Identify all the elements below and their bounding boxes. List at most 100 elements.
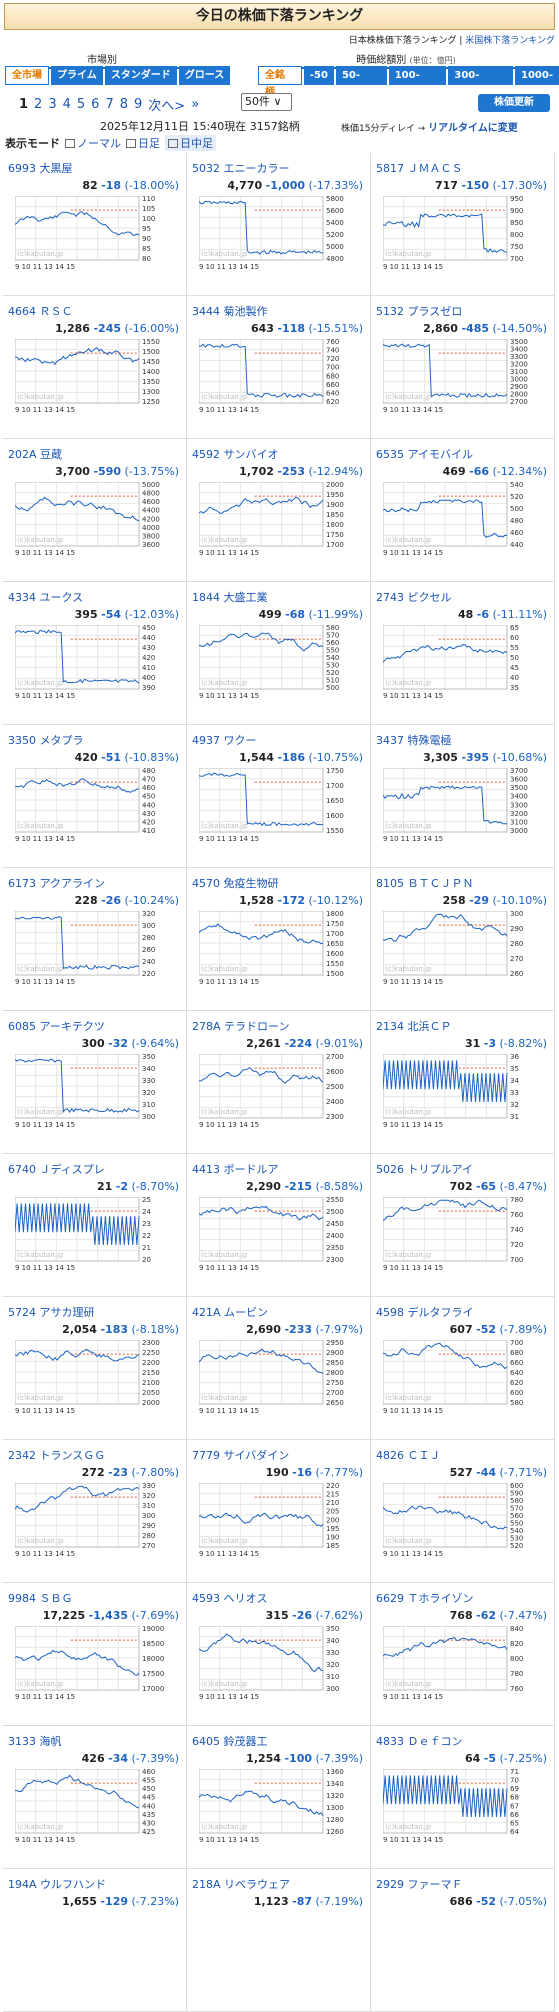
mode-option-0[interactable]: ノーマル bbox=[65, 135, 121, 151]
stock-code[interactable]: 6740 bbox=[8, 1163, 36, 1176]
stock-card[interactable]: 2134 北浜ＣＰ 31 -3 (-8.82%) (c)kabutan.jp 9 10… bbox=[371, 1011, 555, 1154]
stock-code[interactable]: 3437 bbox=[376, 734, 404, 747]
market-button-2[interactable]: スタンダード bbox=[104, 66, 177, 85]
japan-ranking-link[interactable]: 日本株株価下落ランキング bbox=[348, 36, 457, 46]
mcap-button-2[interactable]: 50-100 bbox=[335, 66, 387, 100]
stock-code[interactable]: 4833 bbox=[376, 1735, 404, 1748]
stock-card[interactable]: 194A ウルフハンド 1,655 -129 (-7.23%) bbox=[3, 1869, 187, 2012]
stock-name[interactable]: 豆蔵 bbox=[36, 448, 63, 461]
stock-card[interactable]: 6535 アイモバイル 469 -66 (-12.34%) (c)kabutan.j… bbox=[371, 439, 555, 582]
stock-code[interactable]: 4937 bbox=[192, 734, 220, 747]
intraday-chart[interactable]: (c)kabutan.jp 9 10 11 13 14 15 2300 2250 220… bbox=[15, 1340, 181, 1420]
stock-name[interactable]: リベラウェア bbox=[220, 1878, 291, 1891]
stock-card[interactable]: 4592 サンバイオ 1,702 -253 (-12.94%) (c)kabutan… bbox=[187, 439, 371, 582]
stock-card[interactable]: 4598 デルタフライ 607 -52 (-7.89%) (c)kabutan.jp… bbox=[371, 1297, 555, 1440]
intraday-chart[interactable]: (c)kabutan.jp 9 10 11 13 14 15 35003400330… bbox=[383, 339, 549, 419]
stock-card[interactable]: 3444 菊池製作 643 -118 (-15.51%) (c)kabutan.jp… bbox=[187, 296, 371, 439]
stock-name[interactable]: アサカ理研 bbox=[36, 1306, 95, 1319]
intraday-chart[interactable]: (c)kabutan.jp 9 10 11 13 14 15 330 320 310 30… bbox=[15, 1483, 181, 1563]
stock-card[interactable]: 5132 プラスゼロ 2,860 -485 (-14.50%) (c)kabutan… bbox=[371, 296, 555, 439]
intraday-chart[interactable]: (c)kabutan.jp 9 10 11 13 14 15 2950 2900 285… bbox=[199, 1340, 365, 1420]
stock-card[interactable]: 6740 Ｊディスプレ 21 -2 (-8.70%) (c)kabutan.jp 9 … bbox=[3, 1154, 187, 1297]
intraday-chart[interactable]: (c)kabutan.jp 9 10 11 13 14 15 25 24 23 22 21 2… bbox=[15, 1197, 181, 1277]
intraday-chart[interactable]: (c)kabutan.jp 9 10 11 13 14 15 60059058057… bbox=[383, 1483, 549, 1563]
stock-code[interactable]: 5026 bbox=[376, 1163, 404, 1176]
intraday-chart[interactable]: (c)kabutan.jp 9 10 11 13 14 15 700 680 660 64… bbox=[383, 1340, 549, 1420]
stock-code[interactable]: 4593 bbox=[192, 1592, 220, 1605]
stock-card[interactable]: 4833 Ｄｅｆコン 64 -5 (-7.25%) (c)kabutan.jp 9 1… bbox=[371, 1726, 555, 1869]
mcap-button-3[interactable]: 100-300 bbox=[388, 66, 447, 100]
stock-card[interactable]: 6405 鈴茂器工 1,254 -100 (-7.39%) (c)kabutan.j… bbox=[187, 1726, 371, 1869]
stock-name[interactable]: トランスＧＧ bbox=[36, 1449, 106, 1462]
intraday-chart[interactable]: (c)kabutan.jp 9 10 11 13 14 15 37003600350… bbox=[383, 768, 549, 848]
stock-name[interactable]: 免疫生物研 bbox=[220, 877, 279, 890]
stock-code[interactable]: 7779 bbox=[192, 1449, 220, 1462]
intraday-chart[interactable]: (c)kabutan.jp 9 10 11 13 14 15 5800 5600 540… bbox=[199, 196, 365, 276]
intraday-chart[interactable]: (c)kabutan.jp 9 10 11 13 14 15 36 35 34 33 32 3… bbox=[383, 1054, 549, 1134]
intraday-chart[interactable]: (c)kabutan.jp 9 10 11 13 14 15 1550 1500 145… bbox=[15, 339, 181, 419]
stock-code[interactable]: 3350 bbox=[8, 734, 36, 747]
next-page-link[interactable]: 次へ> bbox=[148, 99, 186, 114]
stock-card[interactable]: 4664 ＲＳＣ 1,286 -245 (-16.00%) (c)kabutan.j… bbox=[3, 296, 187, 439]
stock-code[interactable]: 6085 bbox=[8, 1020, 36, 1033]
stock-code[interactable]: 5132 bbox=[376, 305, 404, 318]
stock-card[interactable]: 9984 ＳＢＧ 17,225 -1,435 (-7.69%) (c)kabutan… bbox=[3, 1583, 187, 1726]
stock-code[interactable]: 2134 bbox=[376, 1020, 404, 1033]
stock-name[interactable]: ＪＭＡＣＳ bbox=[404, 162, 463, 175]
us-ranking-link[interactable]: 米国株下落ランキング bbox=[465, 36, 555, 46]
stock-card[interactable]: 3437 特殊電極 3,305 -395 (-10.68%) (c)kabutan.… bbox=[371, 725, 555, 868]
stock-code[interactable]: 6535 bbox=[376, 448, 404, 461]
intraday-chart[interactable]: (c)kabutan.jp 9 10 11 13 14 15 350 340 330 32… bbox=[199, 1626, 365, 1706]
stock-name[interactable]: 特殊電極 bbox=[404, 734, 452, 747]
mcap-button-1[interactable]: -50 bbox=[303, 66, 334, 85]
stock-card[interactable]: 4413 ボードルア 2,290 -215 (-8.58%) (c)kabutan.… bbox=[187, 1154, 371, 1297]
stock-name[interactable]: ピクセル bbox=[404, 591, 452, 604]
stock-card[interactable]: 6993 大黒屋 82 -18 (-18.00%) (c)kabutan.jp 9 1… bbox=[3, 153, 187, 296]
intraday-chart[interactable]: (c)kabutan.jp 9 10 11 13 14 15 2700 2600 250… bbox=[199, 1054, 365, 1134]
stock-code[interactable]: 8105 bbox=[376, 877, 404, 890]
intraday-chart[interactable]: (c)kabutan.jp 9 10 11 13 14 15 1360 1340 132… bbox=[199, 1769, 365, 1849]
stock-card[interactable]: 5026 トリプルアイ 702 -65 (-8.47%) (c)kabutan.jp… bbox=[371, 1154, 555, 1297]
stock-name[interactable]: 菊池製作 bbox=[220, 305, 268, 318]
mode-option-1[interactable]: 日足 bbox=[126, 135, 160, 151]
stock-name[interactable]: ワクー bbox=[220, 734, 257, 747]
intraday-chart[interactable]: (c)kabutan.jp9 10 11 13 14 1546045545044… bbox=[15, 1769, 181, 1849]
intraday-chart[interactable]: (c)kabutan.jp 9 10 11 13 14 15 48047046045… bbox=[15, 768, 181, 848]
intraday-chart[interactable]: (c)kabutan.jp 9 10 11 13 14 15 1750 1700 165… bbox=[199, 768, 365, 848]
stock-code[interactable]: 5817 bbox=[376, 162, 404, 175]
stock-name[interactable]: Ｔホライゾン bbox=[404, 1592, 474, 1605]
market-button-1[interactable]: プライム bbox=[51, 66, 103, 85]
stock-card[interactable]: 6629 Ｔホライゾン 768 -62 (-7.47%) (c)kabutan.jp… bbox=[371, 1583, 555, 1726]
stock-name[interactable]: サイバダイン bbox=[220, 1449, 290, 1462]
intraday-chart[interactable]: (c)kabutan.jp 9 10 11 13 14 15 300 290 280 27… bbox=[383, 911, 549, 991]
stock-name[interactable]: ＳＢＧ bbox=[36, 1592, 73, 1605]
page-link-8[interactable]: 8 bbox=[119, 97, 129, 112]
mcap-button-4[interactable]: 300-1000 bbox=[448, 66, 513, 100]
stock-card[interactable]: 421A ムービン 2,690 -233 (-7.97%) (c)kabutan.j… bbox=[187, 1297, 371, 1440]
stock-code[interactable]: 9984 bbox=[8, 1592, 36, 1605]
stock-name[interactable]: 北浜ＣＰ bbox=[404, 1020, 452, 1033]
stock-name[interactable]: ＲＳＣ bbox=[36, 305, 73, 318]
stock-card[interactable]: 2342 トランスＧＧ 272 -23 (-7.80%) (c)kabutan.jp… bbox=[3, 1440, 187, 1583]
page-link-2[interactable]: 2 bbox=[34, 97, 43, 112]
intraday-chart[interactable]: (c)kabutan.jp 9 10 11 13 14 15 840 820 800 78… bbox=[383, 1626, 549, 1706]
stock-name[interactable]: 海帆 bbox=[36, 1735, 62, 1748]
intraday-chart[interactable]: (c)kabutan.jp 9 10 11 13 14 15 780 760 740 72… bbox=[383, 1197, 549, 1277]
intraday-chart[interactable]: (c)kabutan.jp 9 10 11 13 14 15 110 105 100 95… bbox=[15, 196, 181, 276]
stock-card[interactable]: 5032 エニーカラー 4,770 -1,000 (-17.33%) (c)kabu… bbox=[187, 153, 371, 296]
stock-code[interactable]: 6629 bbox=[376, 1592, 404, 1605]
stock-name[interactable]: ウルフハンド bbox=[36, 1878, 107, 1891]
stock-name[interactable]: ムービン bbox=[220, 1306, 269, 1319]
stock-name[interactable]: メタプラ bbox=[36, 734, 84, 747]
stock-name[interactable]: トリプルアイ bbox=[404, 1163, 473, 1176]
stock-code[interactable]: 2743 bbox=[376, 591, 404, 604]
stock-card[interactable]: 6085 アーキテクツ 300 -32 (-9.64%) (c)kabutan.jp… bbox=[3, 1011, 187, 1154]
stock-name[interactable]: 鈴茂器工 bbox=[220, 1735, 268, 1748]
intraday-chart[interactable]: (c)kabutan.jp 9 10 11 13 14 15 65 60 55 50 45 4… bbox=[383, 625, 549, 705]
intraday-chart[interactable]: (c)kabutan.jp 9 10 11 13 14 15 320 300 280 26… bbox=[15, 911, 181, 991]
stock-code[interactable]: 4826 bbox=[376, 1449, 404, 1462]
page-link-7[interactable]: 7 bbox=[105, 97, 114, 112]
stock-code[interactable]: 5032 bbox=[192, 162, 220, 175]
intraday-chart[interactable]: (c)kabutan.jp 9 10 11 13 14 15 350 340 330 32… bbox=[15, 1054, 181, 1134]
intraday-chart[interactable]: (c)kabutan.jp9 10 11 13 14 1571706968676… bbox=[383, 1769, 549, 1849]
